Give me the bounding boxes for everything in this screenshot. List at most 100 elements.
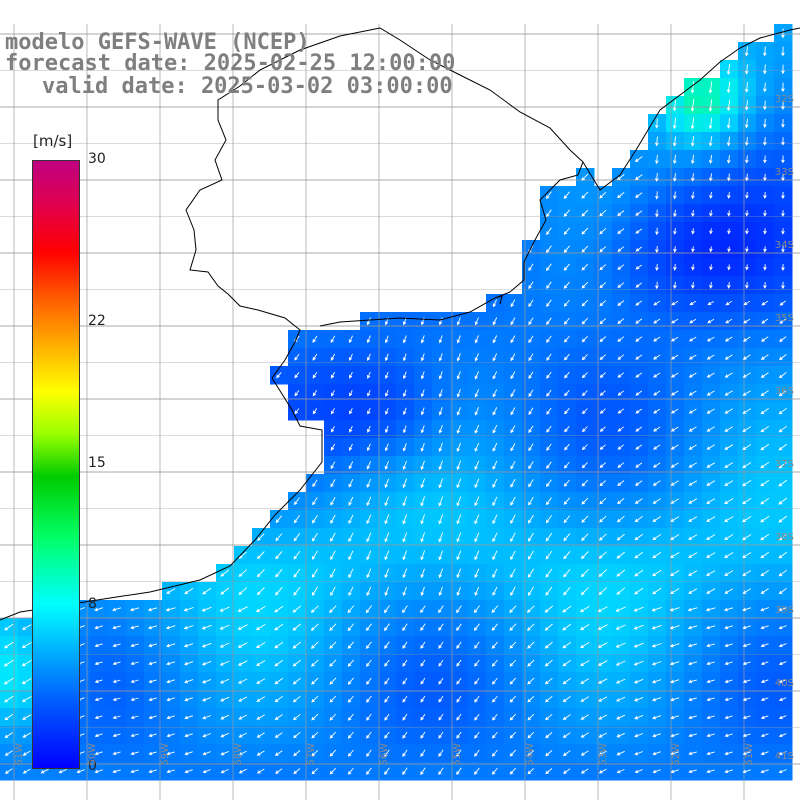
wind-arrow bbox=[492, 568, 498, 579]
wind-arrow bbox=[456, 550, 462, 561]
wind-arrow bbox=[562, 696, 571, 703]
wind-arrow bbox=[546, 281, 552, 289]
wind-arrow bbox=[724, 643, 733, 648]
wind-arrow bbox=[456, 713, 462, 721]
wind-arrow bbox=[292, 641, 301, 649]
wind-arrow bbox=[456, 317, 461, 326]
wind-arrow bbox=[275, 586, 283, 596]
wind-arrow bbox=[633, 678, 644, 684]
wind-arrow bbox=[671, 408, 679, 414]
wind-arrow bbox=[220, 714, 230, 720]
wind-arrow bbox=[562, 641, 572, 649]
wind-arrow bbox=[709, 191, 713, 200]
wind-arrow bbox=[562, 714, 571, 721]
wind-arrow bbox=[184, 661, 194, 666]
wind-arrow bbox=[634, 516, 643, 523]
wind-arrow bbox=[474, 514, 480, 525]
wind-arrow bbox=[670, 462, 679, 468]
wind-arrow bbox=[366, 767, 372, 775]
wind-arrow bbox=[365, 605, 373, 614]
wind-arrow bbox=[402, 695, 408, 703]
wind-arrow bbox=[112, 661, 121, 666]
wind-arrow bbox=[564, 335, 570, 343]
wind-arrow bbox=[599, 336, 607, 343]
wind-arrow bbox=[294, 372, 300, 379]
wind-arrow bbox=[563, 191, 571, 200]
wind-arrow bbox=[384, 460, 389, 470]
wind-arrow bbox=[528, 281, 534, 290]
wind-arrow bbox=[220, 768, 229, 774]
wind-arrow bbox=[724, 679, 733, 684]
wind-arrow bbox=[724, 498, 734, 505]
wind-arrow bbox=[672, 173, 677, 182]
wind-arrow bbox=[438, 641, 444, 649]
wind-arrow bbox=[348, 496, 354, 506]
wind-arrow bbox=[562, 677, 571, 685]
wind-arrow bbox=[184, 588, 194, 595]
wind-arrow bbox=[474, 317, 479, 326]
wind-arrow bbox=[708, 136, 713, 147]
wind-arrow bbox=[348, 514, 354, 525]
wind-arrow bbox=[366, 514, 372, 525]
wind-arrow bbox=[456, 353, 461, 362]
wind-arrow bbox=[311, 677, 319, 685]
wind-arrow bbox=[274, 750, 283, 756]
wind-arrow bbox=[528, 479, 534, 488]
wind-arrow bbox=[402, 677, 408, 685]
lat-label: 38S bbox=[774, 532, 794, 543]
wind-arrow bbox=[528, 317, 534, 326]
wind-arrow bbox=[474, 641, 480, 649]
wind-arrow bbox=[778, 661, 787, 666]
wind-arrow bbox=[492, 514, 498, 525]
wind-arrow bbox=[294, 390, 300, 397]
wind-arrow bbox=[147, 625, 158, 630]
wind-arrow bbox=[491, 749, 498, 757]
wind-arrow bbox=[653, 354, 661, 360]
wind-arrow bbox=[617, 372, 625, 378]
wind-arrow bbox=[474, 695, 480, 703]
wind-arrow bbox=[312, 353, 318, 361]
wind-arrow bbox=[599, 480, 607, 487]
wind-arrow bbox=[652, 715, 662, 720]
wind-arrow bbox=[474, 677, 480, 685]
wind-arrow bbox=[687, 607, 698, 612]
wind-arrow bbox=[294, 408, 300, 415]
wind-arrow bbox=[763, 246, 767, 253]
lat-label: 36S bbox=[774, 386, 794, 397]
wind-arrow bbox=[778, 389, 787, 397]
wind-arrow bbox=[274, 659, 284, 667]
wind-arrow bbox=[635, 318, 643, 324]
wind-arrow bbox=[706, 498, 716, 504]
wind-arrow bbox=[510, 532, 516, 543]
wind-arrow bbox=[510, 371, 516, 380]
wind-arrow bbox=[653, 372, 661, 378]
wind-arrow bbox=[509, 749, 517, 757]
wind-arrow bbox=[492, 586, 498, 596]
wind-arrow bbox=[760, 643, 769, 648]
wind-arrow bbox=[293, 732, 301, 739]
wind-arrow bbox=[329, 713, 337, 721]
wind-arrow bbox=[705, 625, 716, 630]
wind-arrow bbox=[438, 623, 444, 631]
wind-arrow bbox=[492, 425, 498, 434]
wind-arrow bbox=[366, 443, 371, 452]
lon-label: 53W bbox=[598, 743, 609, 766]
wind-arrow bbox=[366, 371, 371, 379]
wind-arrow bbox=[635, 210, 643, 216]
wind-arrow bbox=[438, 586, 443, 596]
wind-arrow bbox=[708, 81, 713, 94]
wind-arrow bbox=[4, 768, 13, 774]
wind-arrow bbox=[330, 353, 336, 361]
wind-arrow bbox=[544, 659, 553, 667]
wind-arrow bbox=[688, 444, 697, 450]
wind-arrow bbox=[384, 407, 389, 415]
wind-arrow bbox=[348, 371, 353, 379]
wind-arrow bbox=[651, 606, 662, 612]
wind-arrow bbox=[329, 767, 337, 775]
wind-arrow bbox=[473, 605, 480, 614]
wind-arrow bbox=[384, 713, 390, 721]
wind-arrow bbox=[724, 625, 734, 630]
wind-arrow bbox=[652, 733, 662, 738]
wind-arrow bbox=[402, 335, 407, 344]
wind-arrow bbox=[202, 751, 211, 756]
